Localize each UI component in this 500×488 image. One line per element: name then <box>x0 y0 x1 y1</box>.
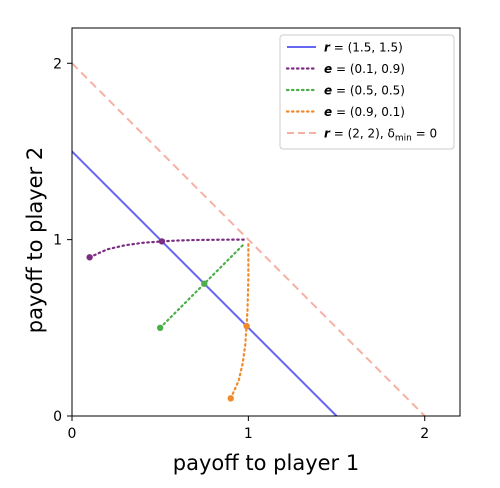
data-point-e55-1 <box>201 280 208 287</box>
x-tick-label: 2 <box>420 426 429 442</box>
plot-frame <box>71 27 461 417</box>
legend-box <box>279 34 455 150</box>
y-tick-label: 2 <box>53 56 62 72</box>
legend-label-r15: r = (1.5, 1.5) <box>324 41 403 55</box>
legend: r = (1.5, 1.5) e = (0.1, 0.9) e = (0.5, 0.… <box>279 34 455 150</box>
x-tick-label: 0 <box>68 426 77 442</box>
series-line-r2 <box>71 62 426 417</box>
data-point-e55-0 <box>156 324 164 332</box>
legend-label-e19: e = (0.1, 0.9) <box>324 62 405 76</box>
series-line-e19 <box>88 238 246 259</box>
x-tick-label: 1 <box>244 426 253 442</box>
data-point-e91-1 <box>243 322 250 330</box>
legend-label-e91: e = (0.9, 0.1) <box>324 105 405 119</box>
series-line-e91 <box>229 242 250 400</box>
y-tick-label: 1 <box>53 233 62 249</box>
legend-label-e55: e = (0.5, 0.5) <box>324 84 405 98</box>
y-axis-label: payoff to player 2 <box>23 147 47 333</box>
x-axis-label: payoff to player 1 <box>173 451 359 475</box>
y-tick-label: 0 <box>53 409 62 425</box>
legend-label-r2: r = (2, 2), δmin = 0 <box>324 127 437 144</box>
data-point-e91-0 <box>227 395 234 402</box>
y-axis-ticks: 0 1 2 <box>53 56 72 425</box>
data-point-e19-1 <box>158 238 166 245</box>
plot-area <box>71 27 461 417</box>
x-axis-ticks: 0 1 2 <box>68 416 429 442</box>
data-point-e19-0 <box>86 254 93 261</box>
